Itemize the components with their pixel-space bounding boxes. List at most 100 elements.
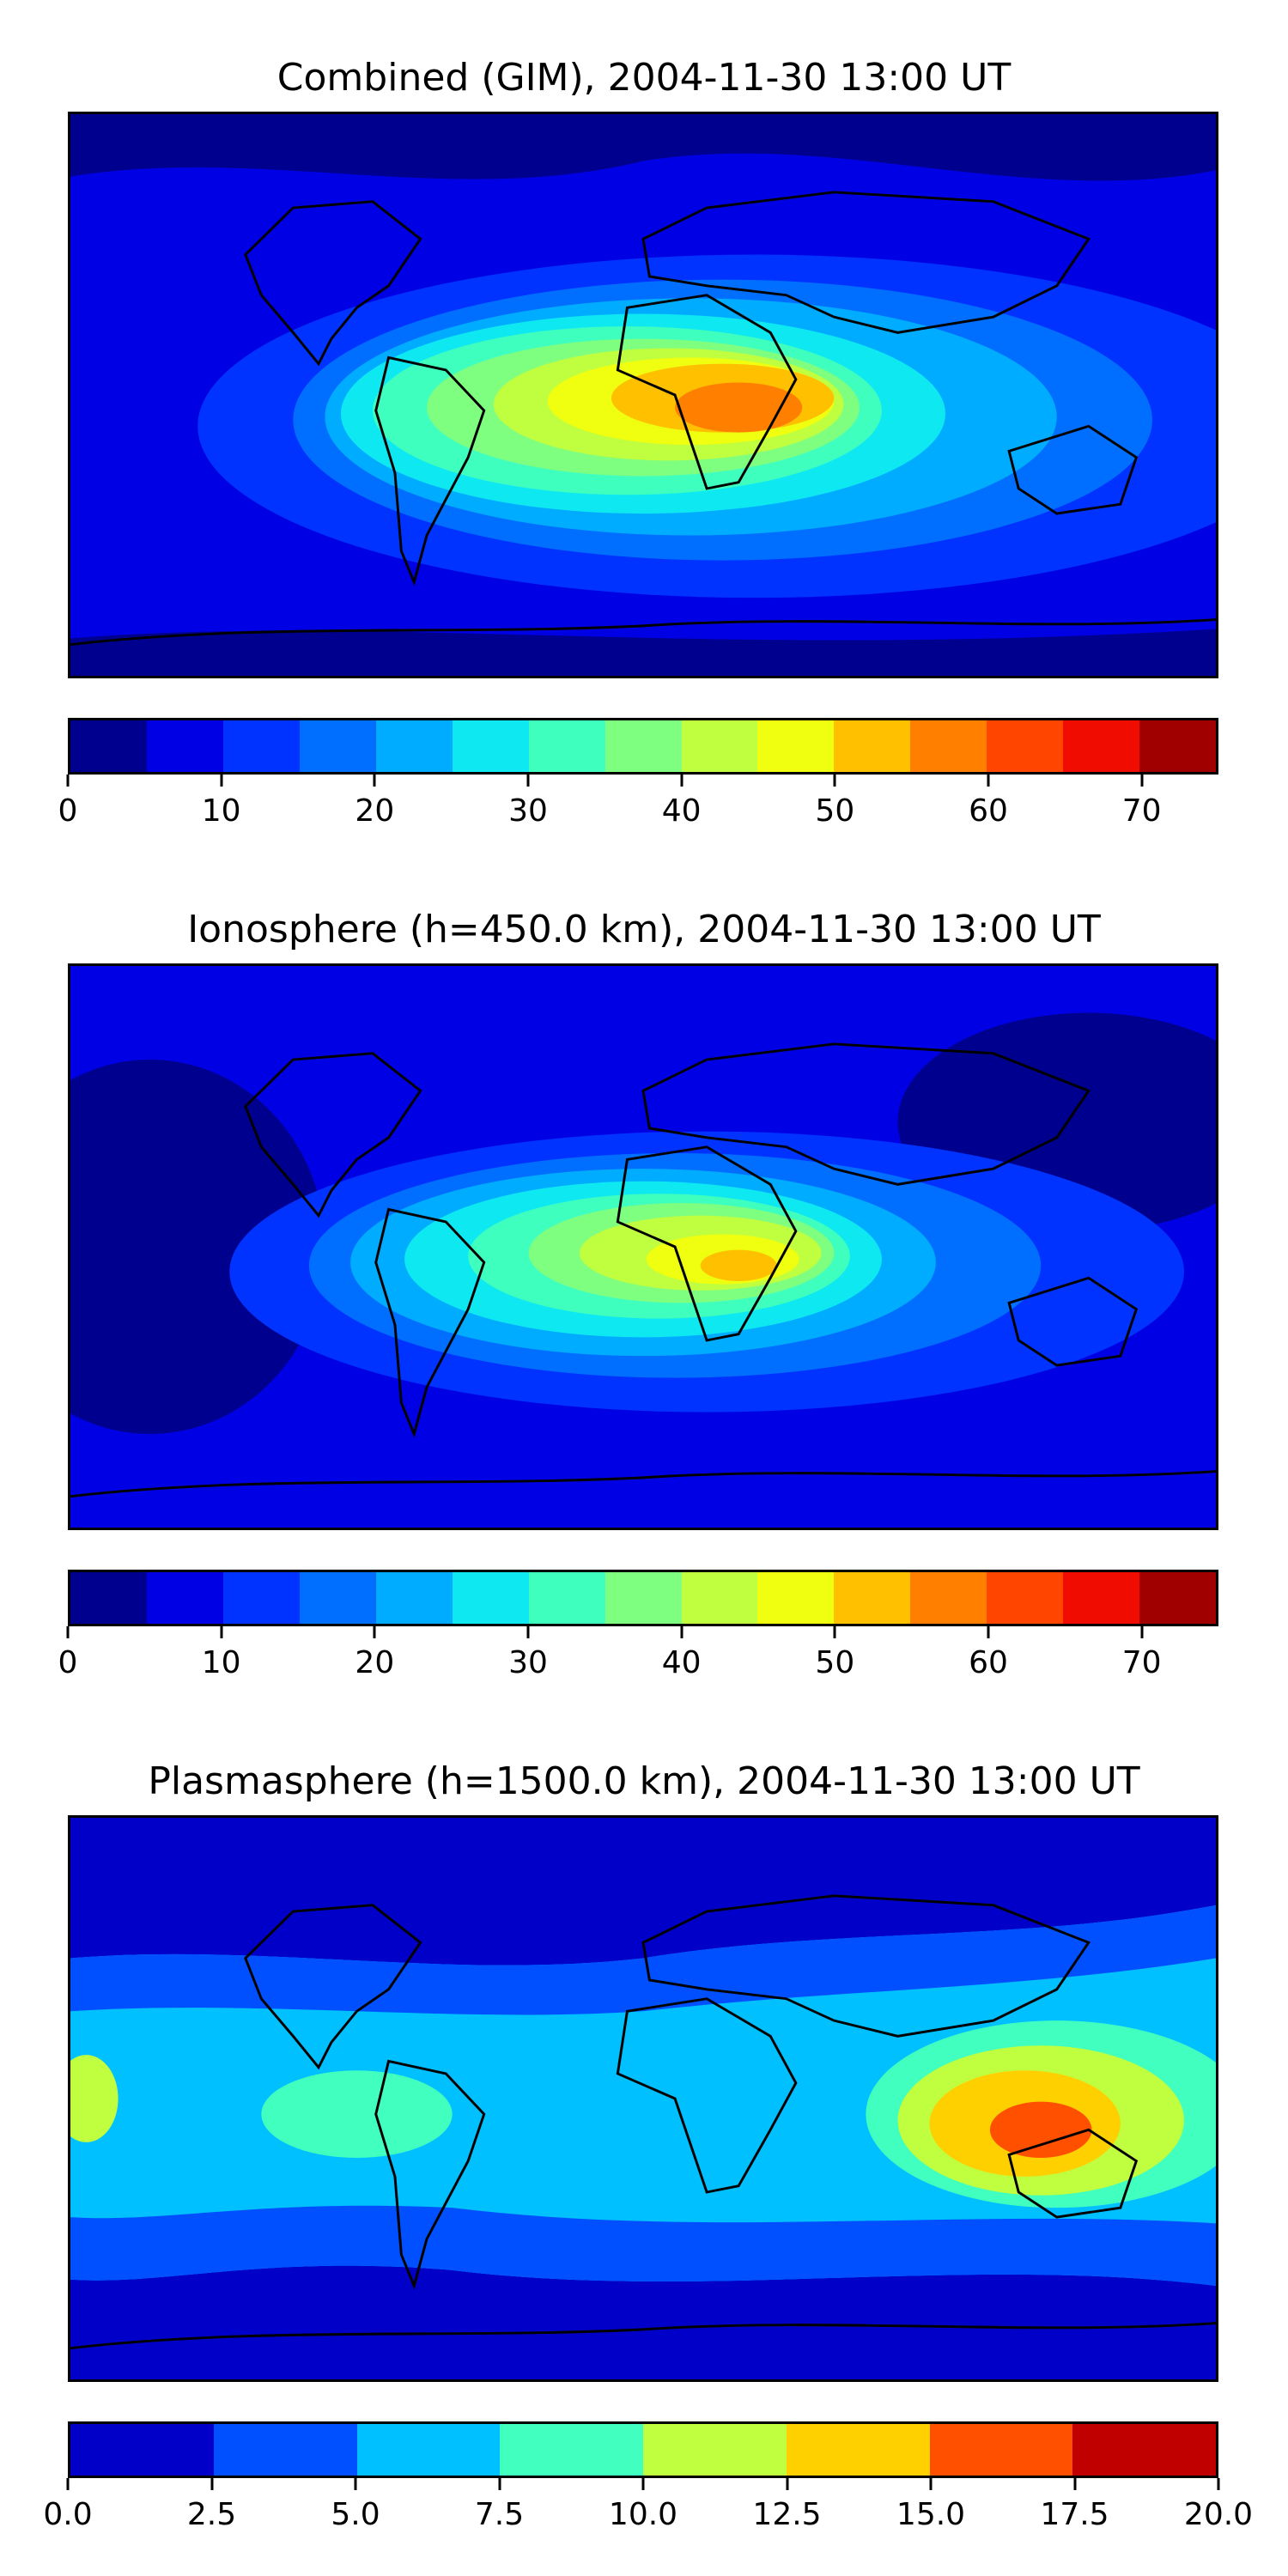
panel-2-colorbar-ticks: 0 10 20 30 40 50 60 70 (58, 1626, 1218, 1680)
colorbar-2-segment-0 (70, 1572, 147, 1624)
colorbar-1-segment-6 (528, 720, 605, 772)
colorbar-2-tick-label: 10 (201, 1645, 241, 1680)
colorbar-3-tick-label: 2.5 (186, 2497, 237, 2532)
colorbar-3-tick-mark (929, 2478, 933, 2490)
colorbar-2-tick-mark (220, 1626, 223, 1638)
p3-eurasia (641, 1894, 1091, 2038)
colorbar-1-segment-13 (1063, 720, 1140, 772)
panel-3-contours (70, 1818, 1216, 2379)
colorbar-2-tick-label: 0 (58, 1645, 78, 1680)
colorbar-2-tick-mark (833, 1626, 836, 1638)
p3-band-7.5-a (261, 2070, 453, 2159)
p3-north-min (70, 1818, 1216, 1965)
panel-1-colorbar (68, 718, 1218, 775)
colorbar-1-segment-2 (222, 720, 300, 772)
colorbar-1-segment-11 (910, 720, 987, 772)
p2-south-america (374, 1207, 486, 1438)
p2-pacific-min (70, 1060, 325, 1434)
colorbar-3-tick-label: 10.0 (608, 2497, 678, 2532)
colorbar-1-segment-9 (757, 720, 835, 772)
colorbar-2-tick-mark (987, 1626, 990, 1638)
panel-2-colorbar (68, 1570, 1218, 1626)
p3-north-america (244, 1904, 422, 2070)
panel-3-colorbar-ticks: 0.0 2.5 5.0 7.5 10.0 12.5 15.0 17.5 20.0 (43, 2478, 1253, 2532)
colorbar-2-segment-2 (222, 1572, 300, 1624)
colorbar-2-tick-mark (373, 1626, 376, 1638)
colorbar-2-tick-label: 70 (1121, 1645, 1162, 1680)
p1-coastlines (70, 191, 1216, 647)
panel-1-colorbar-ticks: 0 10 20 30 40 50 60 70 (58, 775, 1218, 829)
colorbar-1-tick-label: 60 (969, 793, 1008, 829)
colorbar-2-segment-13 (1063, 1572, 1140, 1624)
colorbar-2-segment-7 (605, 1572, 682, 1624)
p1-eurasia (641, 191, 1091, 334)
panel-1-contours (70, 114, 1216, 676)
colorbar-1-tick-label: 10 (201, 793, 241, 829)
colorbar-3-segment-1 (213, 2424, 357, 2476)
colorbar-1-segment-10 (834, 720, 911, 772)
p3-north-band (70, 1905, 1216, 2015)
colorbar-2-tick-mark (66, 1626, 70, 1638)
panel-3-map (68, 1815, 1218, 2382)
colorbar-1-tick-label: 40 (661, 793, 702, 829)
colorbar-3-tick-label: 17.5 (1040, 2497, 1109, 2532)
colorbar-2-segment-11 (910, 1572, 987, 1624)
colorbar-2-tick-label: 50 (815, 1645, 855, 1680)
colorbar-3-tick-mark (354, 2478, 357, 2490)
colorbar-1-tick-mark (526, 775, 530, 787)
colorbar-1-segment-5 (452, 720, 529, 772)
colorbar-3-segment-0 (70, 2424, 214, 2476)
colorbar-1-tick-mark (66, 775, 70, 787)
p3-south-min (70, 2265, 1216, 2379)
colorbar-2-segment-3 (299, 1572, 376, 1624)
colorbar-2-tick-mark (1140, 1626, 1144, 1638)
p1-antarctica (70, 618, 1216, 647)
panel-3-colorbar (68, 2421, 1218, 2478)
colorbar-3-tick-label: 0.0 (43, 2497, 93, 2532)
p2-north-america (244, 1052, 422, 1218)
p2-australia (1007, 1276, 1139, 1367)
panel-2-contours (70, 966, 1216, 1528)
colorbar-1-tick-label: 50 (815, 793, 855, 829)
p2-eurasia (641, 1042, 1091, 1186)
colorbar-1-tick-mark (373, 775, 376, 787)
p2-africa (616, 1145, 798, 1342)
p3-south-band (70, 2205, 1216, 2286)
colorbar-1-segment-3 (299, 720, 376, 772)
colorbar-1-segment-8 (681, 720, 758, 772)
colorbar-1-segment-1 (146, 720, 223, 772)
colorbar-1-segment-7 (605, 720, 682, 772)
colorbar-2-segment-1 (146, 1572, 223, 1624)
panel-3-title: Plasmasphere (h=1500.0 km), 2004-11-30 1… (148, 1759, 1140, 1803)
colorbar-3-tick-label: 15.0 (896, 2497, 966, 2532)
colorbar-3-tick-mark (1073, 2478, 1076, 2490)
panel-1-map-svg (70, 114, 1216, 676)
colorbar-1-tick-label: 0 (58, 793, 78, 829)
colorbar-3-tick-mark (1217, 2478, 1220, 2490)
panel-2-map (68, 963, 1218, 1530)
p2-antarctica (70, 1470, 1216, 1498)
p1-peak (675, 382, 803, 433)
colorbar-3-tick-mark (66, 2478, 70, 2490)
colorbar-2-segment-5 (452, 1572, 529, 1624)
colorbar-3-segment-7 (1072, 2424, 1216, 2476)
colorbar-3-segment-6 (929, 2424, 1073, 2476)
colorbar-2-segment-9 (757, 1572, 835, 1624)
p1-north-america (244, 200, 422, 367)
colorbar-1-tick-mark (987, 775, 990, 787)
colorbar-2-segment-14 (1139, 1572, 1216, 1624)
colorbar-1-segment-4 (375, 720, 453, 772)
p1-south-min (70, 629, 1216, 676)
colorbar-1-tick-mark (220, 775, 223, 787)
colorbar-2-segment-8 (681, 1572, 758, 1624)
colorbar-2-tick-label: 30 (508, 1645, 548, 1680)
colorbar-3-tick-label: 20.0 (1183, 2497, 1254, 2532)
colorbar-2-tick-mark (680, 1626, 683, 1638)
colorbar-3-segment-5 (786, 2424, 930, 2476)
p2-coastlines (70, 1042, 1216, 1498)
panel-2-map-svg (70, 966, 1216, 1528)
p1-south-america (374, 355, 486, 586)
p1-africa (616, 294, 798, 490)
p1-north-min (70, 114, 1216, 181)
colorbar-3-tick-mark (498, 2478, 501, 2490)
